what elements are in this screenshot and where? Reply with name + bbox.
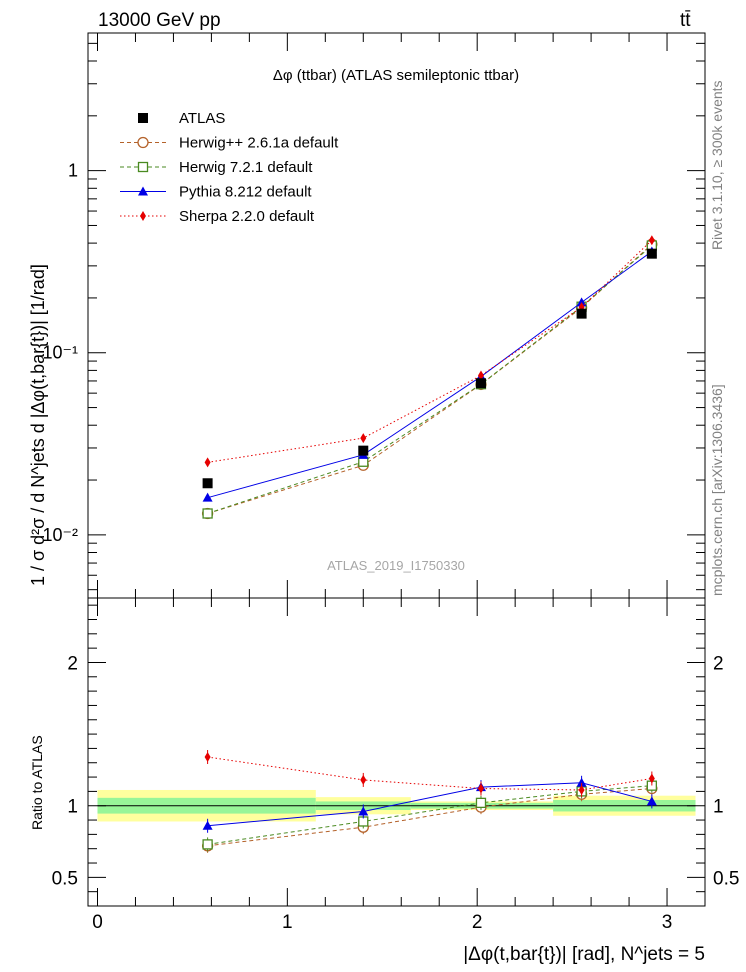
process-label: tt̄: [680, 10, 691, 31]
main-y-tick-label: 1: [68, 161, 78, 181]
main-y-tick-label: 10⁻²: [42, 525, 78, 545]
main-point-herwig-7-2-1-default: [202, 508, 213, 519]
main-point-pythia-8-212-default: [202, 492, 213, 502]
legend-marker-pythia-8-212-default: [138, 186, 148, 196]
analysis-id: ATLAS_2019_I1750330: [327, 558, 465, 573]
main-point-sherpa-2-2-0-default: [360, 433, 367, 444]
legend-marker-sherpa-2-2-0-default: [140, 211, 146, 221]
ratio-point-pythia-8-212-default: [202, 820, 213, 830]
ratio-point-herwig-7-2-1-default: [202, 839, 213, 850]
ratio-plot-frame: [87, 597, 706, 907]
ratio-point-pythia-8-212-default: [576, 777, 587, 787]
main-line-sherpa-2-2-0-default: [207, 239, 653, 463]
plot-title: Δφ (ttbar) (ATLAS semileptonic ttbar): [273, 67, 519, 84]
ratio-point-pythia-8-212-default: [646, 796, 657, 806]
x-tick-label: 3: [662, 912, 673, 933]
ratio-y-tick-label: 0.5: [52, 868, 78, 889]
legend-label-atlas: ATLAS: [179, 110, 225, 127]
main-point-atlas: [646, 248, 657, 259]
ratio-point-herwig-7-2-1-default: [475, 797, 487, 809]
main-line-pythia-8-212-default: [207, 251, 653, 499]
legend-marker-atlas: [138, 113, 148, 123]
ratio-line-sherpa-2-2-0-default: [207, 756, 652, 791]
ratio-y-tick-label-right: 1: [713, 797, 724, 818]
legend-marker-herwig-7-2-1-default: [137, 161, 149, 173]
x-tick-label: 0: [92, 912, 103, 933]
main-line-herwig-7-2-1-default: [207, 245, 653, 514]
x-axis-label: |Δφ(t,bar{t})| [rad], N^jets = 5: [463, 944, 705, 965]
energy-label: 13000 GeV pp: [98, 10, 221, 31]
ratio-y-tick-label: 2: [67, 653, 78, 674]
mcplots-label: mcplots.cern.ch [arXiv:1306.3436]: [709, 384, 725, 596]
main-point-sherpa-2-2-0-default: [648, 235, 655, 246]
ratio-y-tick-label-right: 0.5: [713, 868, 739, 889]
main-point-atlas: [358, 445, 369, 456]
main-point-atlas: [576, 308, 587, 319]
rivet-version-label: Rivet 3.1.10, ≥ 300k events: [709, 80, 725, 250]
ratio-y-tick-label: 1: [67, 797, 78, 818]
main-point-sherpa-2-2-0-default: [204, 457, 211, 468]
main-point-atlas: [475, 378, 486, 389]
legend-marker-herwig-2-6-1a-default: [137, 136, 149, 149]
legend-label-pythia-8-212-default: Pythia 8.212 default: [179, 184, 312, 201]
legend-label-sherpa-2-2-0-default: Sherpa 2.2.0 default: [179, 208, 315, 225]
ratio-point-sherpa-2-2-0-default: [578, 784, 585, 795]
ratio-point-sherpa-2-2-0-default: [648, 773, 655, 784]
legend-label-herwig-2-6-1a-default: Herwig++ 2.6.1a default: [179, 135, 339, 152]
ratio-y-tick-label-right: 2: [713, 653, 724, 674]
ratio-point-sherpa-2-2-0-default: [477, 783, 484, 794]
main-point-sherpa-2-2-0-default: [477, 370, 484, 381]
x-tick-label: 2: [472, 912, 483, 933]
legend-label-herwig-7-2-1-default: Herwig 7.2.1 default: [179, 159, 313, 176]
main-point-atlas: [202, 478, 213, 489]
x-tick-label: 1: [282, 912, 293, 933]
ratio-point-sherpa-2-2-0-default: [204, 752, 211, 763]
ratio-point-pythia-8-212-default: [358, 806, 369, 816]
ratio-y-axis-label: Ratio to ATLAS: [29, 735, 45, 830]
main-y-axis-label: 1 / σ d²σ / d N^jets d |Δφ(t,bar{t})| [1…: [28, 264, 48, 586]
ratio-point-sherpa-2-2-0-default: [360, 774, 367, 785]
main-line-herwig-2-6-1a-default: [207, 243, 653, 514]
main-y-tick-label: 10⁻¹: [42, 343, 78, 363]
